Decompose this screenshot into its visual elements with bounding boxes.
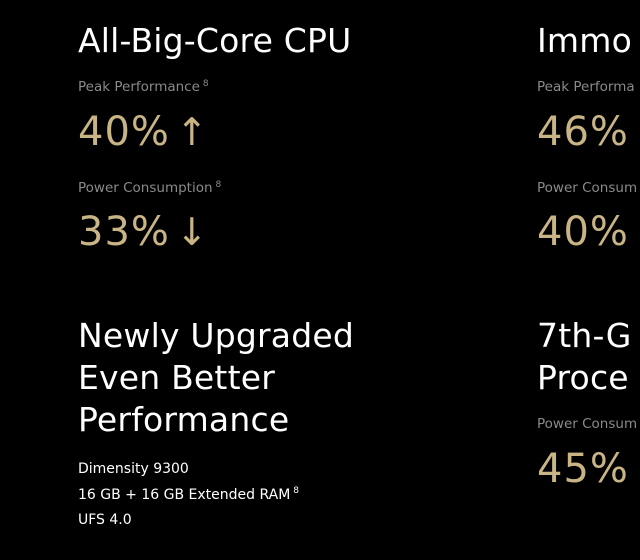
peak-performance-label: Peak Performance 8 xyxy=(78,78,209,96)
arrow-up-icon: ↑ xyxy=(175,110,209,154)
secondary-power2-value: 45% xyxy=(537,446,629,492)
peak-performance-value: 40% ↑ xyxy=(78,108,209,156)
secondary-heading-bottom-line-1: 7th-G xyxy=(537,316,632,355)
footnote-marker: 8 xyxy=(215,179,222,190)
spec-storage: UFS 4.0 xyxy=(78,512,132,528)
upgrade-heading-line-1: Newly Upgraded xyxy=(78,316,355,355)
peak-performance-label-text: Peak Performance xyxy=(78,79,200,95)
secondary-power-value: 40% xyxy=(537,209,629,255)
upgrade-heading-line-2: Even Better xyxy=(78,358,275,397)
secondary-heading-top: Immo xyxy=(537,21,633,60)
power-consumption-label: Power Consumption 8 xyxy=(78,179,221,197)
power-consumption-value: 33% ↓ xyxy=(78,208,209,256)
upgrade-heading-line-3: Performance xyxy=(78,400,290,439)
cpu-heading: All-Big-Core CPU xyxy=(78,21,352,60)
spec-ram-text: 16 GB + 16 GB Extended RAM xyxy=(78,487,291,503)
secondary-peak-value: 46% xyxy=(537,109,629,155)
spec-ram: 16 GB + 16 GB Extended RAM 8 xyxy=(78,486,299,504)
secondary-heading-bottom-line-2: Proce xyxy=(537,358,629,397)
spec-chip: Dimensity 9300 xyxy=(78,461,189,477)
peak-performance-value-text: 40% xyxy=(78,109,170,155)
secondary-power-label: Power Consum xyxy=(537,180,638,196)
power-consumption-value-text: 33% xyxy=(78,209,170,255)
secondary-power2-label: Power Consum xyxy=(537,416,638,432)
footnote-marker: 8 xyxy=(202,78,209,89)
footnote-marker: 8 xyxy=(293,486,300,497)
arrow-down-icon: ↓ xyxy=(175,210,209,254)
power-consumption-label-text: Power Consumption xyxy=(78,180,213,196)
secondary-peak-label: Peak Performa xyxy=(537,79,635,95)
